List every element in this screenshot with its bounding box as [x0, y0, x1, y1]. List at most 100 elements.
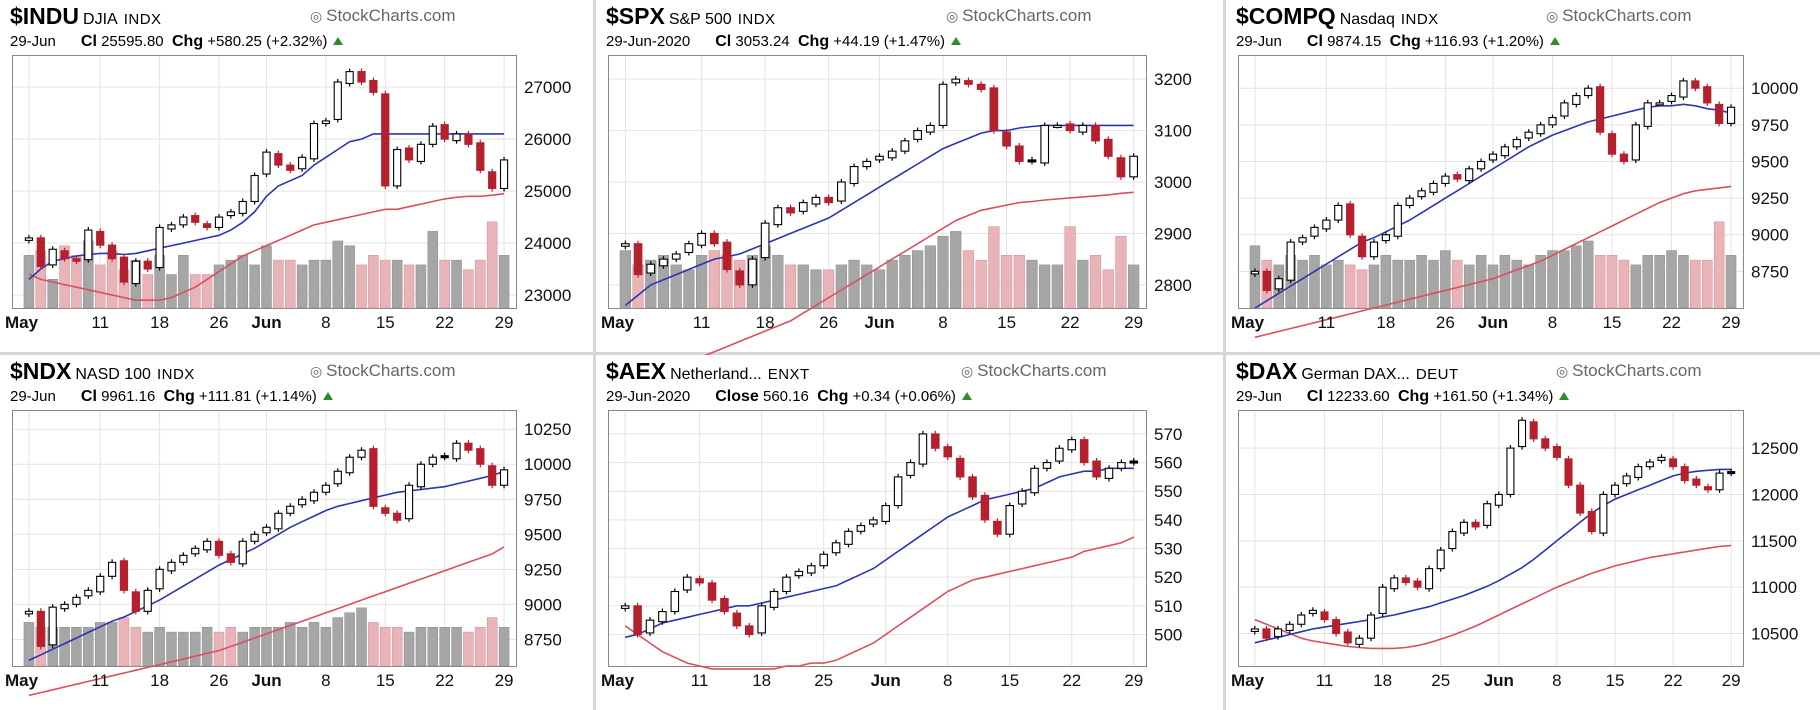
- change-value: +111.81 (+1.14%): [198, 388, 317, 405]
- volume-bar: [1051, 264, 1063, 309]
- volume-bar: [924, 245, 936, 309]
- plot-area: 570 560 550 540 530 520 510 500 May 11 18 25 Jun 8 15 2…: [601, 410, 1182, 690]
- candlestick: [913, 127, 922, 143]
- volume-bar: [1392, 259, 1404, 309]
- candlestick: [1655, 99, 1664, 106]
- candlestick: [1322, 217, 1331, 232]
- volume-bar: [344, 245, 355, 309]
- candlestick: [1560, 99, 1569, 120]
- volume-bar: [71, 626, 82, 667]
- candlestick: [1250, 268, 1260, 277]
- x-tick-label: 22: [1664, 671, 1683, 690]
- volume-bar: [201, 626, 213, 667]
- watermark-text: StockCharts.com: [962, 6, 1092, 25]
- volume-bar: [213, 264, 225, 309]
- y-tick-label: 2900: [1154, 224, 1192, 243]
- x-tick-label: 26: [1436, 313, 1455, 332]
- candlestick: [1390, 574, 1399, 592]
- volume-bar: [368, 255, 379, 309]
- quote-line: 29-Jun-2020 Close 560.16 Chg +0.34 (+0.0…: [606, 388, 972, 406]
- candlestick: [1078, 122, 1088, 136]
- x-tick-label: 11: [1318, 313, 1336, 332]
- volume-bar: [912, 250, 924, 309]
- candlestick: [1541, 435, 1550, 452]
- y-tick-label: 25000: [524, 182, 571, 201]
- plot-area: 10250 10000 9750 9500 9250 9000 8750 May 11 18 26 J…: [5, 410, 571, 697]
- x-tick-label: 22: [1062, 671, 1081, 690]
- candlestick: [856, 522, 866, 535]
- volume-bar: [1535, 255, 1546, 309]
- x-tick-label: 15: [1606, 671, 1625, 690]
- candlestick: [1297, 611, 1306, 628]
- candlestick: [84, 587, 93, 599]
- candlestick: [1286, 239, 1295, 284]
- moving-average-long-line: [28, 546, 505, 697]
- candlestick: [440, 121, 449, 143]
- volume-bar: [380, 259, 391, 309]
- volume-bar: [1297, 259, 1308, 309]
- exchange-label: INDX: [123, 11, 162, 28]
- candlestick: [1129, 153, 1139, 180]
- volume-bar: [772, 255, 784, 309]
- plot-area: 27000 26000 25000 24000 23000 May 11 18 26 Jun 8 15…: [5, 55, 571, 332]
- candlestick: [250, 531, 259, 545]
- volume-bar: [427, 231, 439, 309]
- candlestick: [1476, 158, 1486, 172]
- candlestick: [989, 84, 999, 134]
- chart-svg: 12500 12000 11500 11000 10500 May 11 18 25 Jun 8 15…: [1231, 411, 1798, 690]
- panel-divider-vertical-1: [593, 0, 596, 710]
- candlestick: [1002, 129, 1011, 150]
- x-tick-label: 11: [1316, 671, 1334, 690]
- volume-bar: [1606, 255, 1618, 309]
- candlestick: [1587, 508, 1596, 535]
- candlestick: [309, 489, 319, 504]
- candlestick: [1274, 625, 1283, 640]
- volume-bar: [391, 259, 403, 309]
- moving-average-short-line: [625, 467, 1134, 639]
- close-label: Cl: [715, 33, 732, 50]
- volume-bar: [1725, 255, 1737, 309]
- x-tick-label: 22: [1061, 313, 1080, 332]
- x-tick-label: 8: [1552, 671, 1561, 690]
- candlestick: [1631, 121, 1640, 164]
- x-tick-label: Jun: [251, 313, 281, 332]
- volume-bar: [142, 274, 153, 309]
- volume-bar: [142, 631, 153, 667]
- y-tick-label: 9250: [1751, 189, 1789, 208]
- watermark-text: StockCharts.com: [1562, 6, 1692, 25]
- volume-bar: [1701, 259, 1713, 309]
- volume-bar: [130, 626, 142, 667]
- volume-bar: [106, 622, 118, 667]
- volume-bar: [498, 626, 510, 667]
- volume-bar: [439, 626, 450, 667]
- y-tick-label: 10000: [524, 455, 571, 474]
- candlestick: [722, 239, 732, 273]
- candlestick: [900, 137, 910, 155]
- up-triangle-icon: [951, 37, 962, 45]
- candlestick: [357, 447, 366, 461]
- candlestick: [735, 267, 745, 288]
- close-label: Cl: [80, 388, 97, 405]
- change-value: +580.25 (+2.32%): [207, 33, 328, 50]
- candlestick: [1332, 616, 1341, 637]
- volume-bar: [1064, 226, 1076, 309]
- volume-bar: [1344, 264, 1356, 309]
- candlestick: [697, 230, 706, 249]
- candlestick: [1667, 92, 1676, 105]
- candlestick: [1506, 445, 1515, 498]
- candlestick: [1524, 129, 1533, 142]
- candlestick: [849, 163, 859, 187]
- candlestick: [309, 120, 319, 162]
- symbol-label: $NDX: [10, 358, 72, 384]
- candlestick: [1357, 233, 1367, 260]
- candlestick: [393, 146, 402, 189]
- volume-bar: [320, 626, 332, 667]
- panel-divider-vertical-2: [1223, 0, 1226, 710]
- candlestick: [1067, 436, 1077, 453]
- candlestick: [107, 242, 117, 262]
- volume-bar: [320, 259, 332, 309]
- volume-bar: [1523, 264, 1534, 309]
- x-tick-label: Jun: [864, 313, 894, 332]
- volume-bar: [962, 250, 975, 309]
- candlestick: [1727, 468, 1736, 477]
